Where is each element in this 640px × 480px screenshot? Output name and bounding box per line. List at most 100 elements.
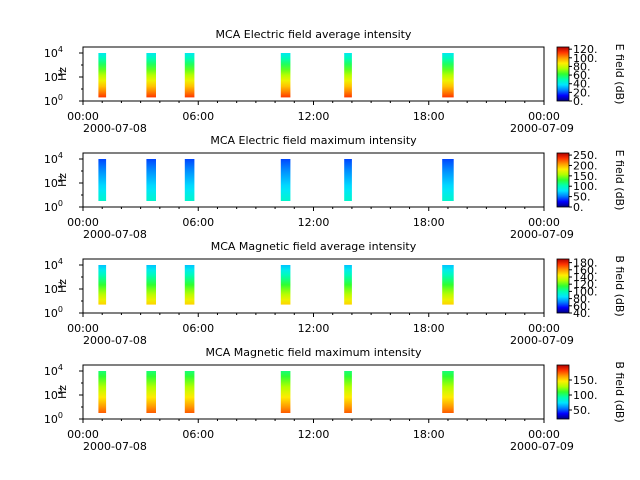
date-label-left: 2000-07-08 (83, 440, 147, 453)
date-label-left: 2000-07-08 (83, 228, 147, 241)
data-segment (98, 371, 107, 413)
y-tick-label: 100 (44, 411, 63, 426)
data-segment (344, 371, 352, 413)
data-segment (344, 159, 352, 201)
x-tick-label: 00:00 (528, 216, 560, 229)
colorbar-label: E field (dB) (613, 150, 626, 211)
colorbar-label: B field (dB) (613, 361, 626, 422)
y-tick-label: 102 (44, 281, 63, 296)
data-segment (442, 265, 454, 305)
colorbar-tick-label: 120. (573, 43, 598, 56)
date-label-right: 2000-07-09 (510, 228, 574, 241)
x-tick-label: 12:00 (298, 322, 330, 335)
x-tick-label: 00:00 (67, 428, 99, 441)
chart-title: MCA Electric field average intensity (216, 28, 412, 41)
colorbar-tick-label: 180. (573, 257, 598, 270)
x-tick-label: 18:00 (413, 322, 445, 335)
colorbar-tick-label: 100. (573, 52, 598, 65)
y-tick-label: 104 (44, 45, 63, 60)
chart-title: MCA Magnetic field average intensity (211, 240, 417, 253)
colorbar-tick-label: 100. (573, 285, 598, 298)
y-tick-label: 104 (44, 257, 63, 272)
chart-title: MCA Electric field maximum intensity (210, 134, 417, 147)
data-segment (146, 265, 156, 305)
colorbar-tick-label: 100. (573, 389, 598, 402)
data-segment (344, 53, 352, 98)
y-tick-label: 100 (44, 305, 63, 320)
colorbar (556, 46, 570, 102)
date-label-right: 2000-07-09 (510, 122, 574, 135)
colorbar-tick-label: 60. (573, 300, 591, 313)
date-label-right: 2000-07-09 (510, 440, 574, 453)
colorbar-tick-label: 0. (573, 201, 584, 214)
data-segment (280, 371, 291, 413)
colorbar-tick-label: 160. (573, 264, 598, 277)
colorbar-tick-label: 140. (573, 271, 598, 284)
data-segment (280, 265, 291, 305)
y-tick-label: 104 (44, 151, 63, 166)
x-tick-label: 06:00 (182, 216, 214, 229)
colorbar-tick-label: 120. (573, 278, 598, 291)
data-segment (280, 53, 291, 98)
colorbar-tick-label: 50. (573, 191, 591, 204)
panel-3: MCA Magnetic field average intensity 100 1… (44, 240, 626, 347)
y-tick-label: 100 (44, 199, 63, 214)
colorbar (556, 364, 570, 420)
x-tick-label: 12:00 (298, 110, 330, 123)
colorbar-tick-label: 150. (573, 374, 598, 387)
x-tick-label: 00:00 (528, 428, 560, 441)
x-tick-label: 00:00 (67, 322, 99, 335)
data-segment (280, 159, 291, 201)
colorbar-tick-label: 40. (573, 78, 591, 91)
data-segment (184, 159, 195, 201)
x-tick-label: 12:00 (298, 216, 330, 229)
data-segment (184, 371, 195, 413)
y-axis-label: Hz (56, 385, 69, 399)
x-tick-label: 06:00 (182, 428, 214, 441)
panel-1: MCA Electric field average intensity 100 1… (44, 28, 626, 135)
colorbar-tick-label: 80. (573, 293, 591, 306)
colorbar-tick-label: 50. (573, 404, 591, 417)
date-label-right: 2000-07-09 (510, 334, 574, 347)
y-tick-label: 102 (44, 69, 63, 84)
x-tick-label: 18:00 (413, 216, 445, 229)
colorbar-tick-label: 20. (573, 86, 591, 99)
panel-4: MCA Magnetic field maximum intensity 100 1… (44, 346, 626, 453)
data-segment (146, 159, 156, 201)
y-axis-label: Hz (56, 279, 69, 293)
data-segment (98, 265, 107, 305)
data-segment (442, 159, 454, 201)
data-segment (442, 53, 454, 98)
x-tick-label: 00:00 (67, 216, 99, 229)
colorbar-tick-label: 200. (573, 159, 598, 172)
colorbar-tick-label: 250. (573, 149, 598, 162)
x-tick-label: 18:00 (413, 428, 445, 441)
colorbar (556, 152, 570, 208)
colorbar-tick-label: 0. (573, 95, 584, 108)
x-tick-label: 00:00 (528, 110, 560, 123)
y-tick-label: 100 (44, 93, 63, 108)
y-tick-label: 102 (44, 175, 63, 190)
x-tick-label: 06:00 (182, 322, 214, 335)
data-segment (442, 371, 454, 413)
data-segment (184, 53, 195, 98)
colorbar-tick-label: 100. (573, 180, 598, 193)
x-tick-label: 18:00 (413, 110, 445, 123)
data-segment (344, 265, 352, 305)
chart-title: MCA Magnetic field maximum intensity (206, 346, 422, 359)
y-tick-label: 104 (44, 363, 63, 378)
y-axis-label: Hz (56, 173, 69, 187)
x-tick-label: 06:00 (182, 110, 214, 123)
data-segment (184, 265, 195, 305)
colorbar-label: B field (dB) (613, 255, 626, 316)
x-tick-label: 00:00 (528, 322, 560, 335)
colorbar-label: E field (dB) (613, 44, 626, 105)
colorbar-tick-label: 60. (573, 69, 591, 82)
x-tick-label: 00:00 (67, 110, 99, 123)
colorbar (556, 258, 570, 314)
data-segment (146, 53, 156, 98)
date-label-left: 2000-07-08 (83, 122, 147, 135)
colorbar-tick-label: 40. (573, 307, 591, 320)
data-segment (98, 53, 107, 98)
